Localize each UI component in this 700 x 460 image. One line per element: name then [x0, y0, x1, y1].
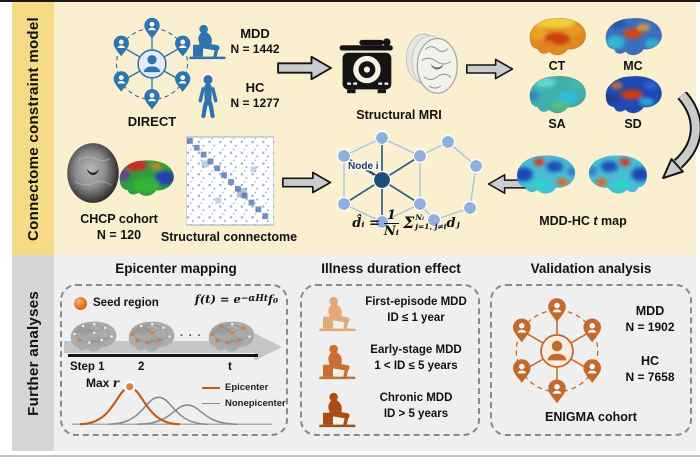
axial-brain-mri-image	[67, 143, 119, 203]
ct-label: CT	[548, 59, 566, 73]
nonepicenter-line-swatch	[202, 403, 220, 404]
mdd-sitting-person-icon	[188, 22, 228, 60]
legend-epicenter: Epicenter	[202, 382, 268, 393]
chcp-n: N = 120	[96, 227, 142, 242]
first-episode-labels: First-episode MDD ID ≤ 1 year	[365, 296, 467, 324]
bottom-panel: Epicenter mapping Illness duration effec…	[54, 255, 696, 451]
direct-label: DIRECT	[127, 114, 177, 129]
legend-nonepicenter: Nonepicenter	[202, 398, 286, 409]
hc-n: N = 1277	[230, 96, 280, 111]
illness-duration-box: First-episode MDD ID ≤ 1 year Early-stag…	[300, 284, 480, 436]
degree-formula: d̂ᵢ = 1 Nᵢ Σ Nᵢ j=1, j≠i dⱼ	[330, 205, 482, 241]
mdd-cohort-label: MDD N = 1442	[224, 26, 286, 56]
mri-scanner-icon	[339, 38, 393, 94]
structural-connectome-label: Structural connectome	[160, 230, 298, 244]
mdd-n: N = 1442	[230, 42, 280, 57]
sd-label: SD	[624, 117, 642, 131]
t-map-label: MDD-HC t map	[539, 214, 627, 228]
timeline-baseline	[68, 354, 258, 357]
hc-name: HC	[245, 80, 265, 95]
sa-brain-map	[529, 75, 586, 114]
mdd-hc-t-map-image	[517, 155, 647, 194]
flow-arrow-right-icon	[466, 58, 514, 80]
chronic-labels: Chronic MDD ID > 5 years	[379, 392, 453, 420]
top-panel: DIRECT MDD N = 1442 HC N = 1277	[54, 2, 700, 255]
hc-standing-person-icon	[194, 74, 222, 119]
chcp-cohort-label: CHCP cohort N = 120	[56, 212, 182, 243]
brain-slice-stack-image	[405, 33, 458, 94]
timeline-dots: · · ·	[180, 330, 203, 342]
stept-label: t	[228, 361, 232, 373]
bottom-border	[0, 455, 700, 457]
chcp-name: CHCP cohort	[80, 212, 158, 226]
degree-formula-fraction: 1 Nᵢ	[383, 207, 399, 239]
stept-brain-network	[208, 321, 255, 352]
step1-brain-network	[70, 321, 117, 352]
enigma-network-icon	[502, 296, 612, 406]
degree-formula-rhs: dⱼ	[446, 215, 460, 231]
step2-brain-network	[128, 321, 175, 352]
seed-region-label: Seed region	[93, 297, 159, 309]
illness-duration-title: Illness duration effect	[321, 261, 461, 276]
section-title-connectome: Connectome constraint model	[24, 16, 42, 241]
first-episode-person-icon	[318, 294, 358, 332]
direct-network-icon	[104, 16, 200, 112]
timeline-arrow-icon	[64, 333, 283, 361]
tractography-brain-image	[119, 160, 174, 196]
epicenter-peak-dot	[123, 380, 136, 393]
ct-brain-map	[529, 17, 586, 56]
early-stage-person-icon	[318, 342, 358, 380]
sa-label: SA	[548, 117, 566, 131]
validation-mdd-label: MDD N = 1902	[625, 304, 675, 334]
mc-brain-map	[605, 17, 662, 56]
epicenter-mapping-box: Seed region f(t) = e −αHt f₀	[60, 284, 288, 436]
epicenter-mapping-title: Epicenter mapping	[115, 261, 237, 276]
structural-mri-label: Structural MRI	[356, 108, 442, 122]
sd-brain-map	[605, 75, 662, 114]
node-i-label: Node i	[348, 161, 379, 172]
mc-label: MC	[623, 59, 643, 73]
epicenter-curves-chart	[72, 380, 273, 426]
curved-arrow-down-icon	[662, 92, 700, 180]
max-r-label: Max r	[86, 376, 120, 390]
seed-region-dot	[74, 297, 87, 310]
flow-arrow-right-icon	[277, 55, 332, 81]
step2-label: 2	[138, 361, 145, 373]
node-network-diagram: Node i	[336, 130, 482, 230]
early-stage-labels: Early-stage MDD 1 < ID ≤ 5 years	[370, 344, 462, 372]
degree-formula-sum: Σ Nᵢ j=1, j≠i	[402, 213, 447, 232]
validation-analysis-box: MDD N = 1902 HC N = 7658 ENIGMA cohort	[490, 284, 692, 436]
epicenter-line-swatch	[202, 386, 220, 389]
flow-arrow-right-icon	[282, 171, 332, 194]
chronic-person-icon	[318, 390, 358, 428]
step1-label: Step 1	[70, 361, 105, 373]
mdd-name: MDD	[240, 26, 270, 41]
connectome-matrix-image	[186, 136, 274, 226]
diffusion-formula: f(t) = e −αHt f₀	[194, 292, 278, 306]
top-border	[0, 0, 700, 2]
node-i-dot	[372, 170, 392, 190]
validation-analysis-title: Validation analysis	[530, 261, 652, 276]
section-strip-top: Connectome constraint model	[12, 2, 54, 255]
section-strip-bottom: Further analyses	[12, 255, 54, 451]
section-title-further-analyses: Further analyses	[24, 290, 42, 416]
enigma-cohort-label: ENIGMA cohort	[545, 410, 637, 424]
degree-formula-lhs: d̂ᵢ =	[352, 215, 380, 231]
validation-hc-label: HC N = 7658	[625, 354, 675, 384]
hc-cohort-label: HC N = 1277	[224, 80, 286, 110]
